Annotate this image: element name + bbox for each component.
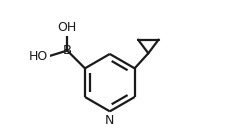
Text: B: B: [63, 44, 72, 57]
Text: HO: HO: [29, 50, 48, 63]
Text: OH: OH: [58, 21, 77, 34]
Text: N: N: [105, 114, 114, 127]
